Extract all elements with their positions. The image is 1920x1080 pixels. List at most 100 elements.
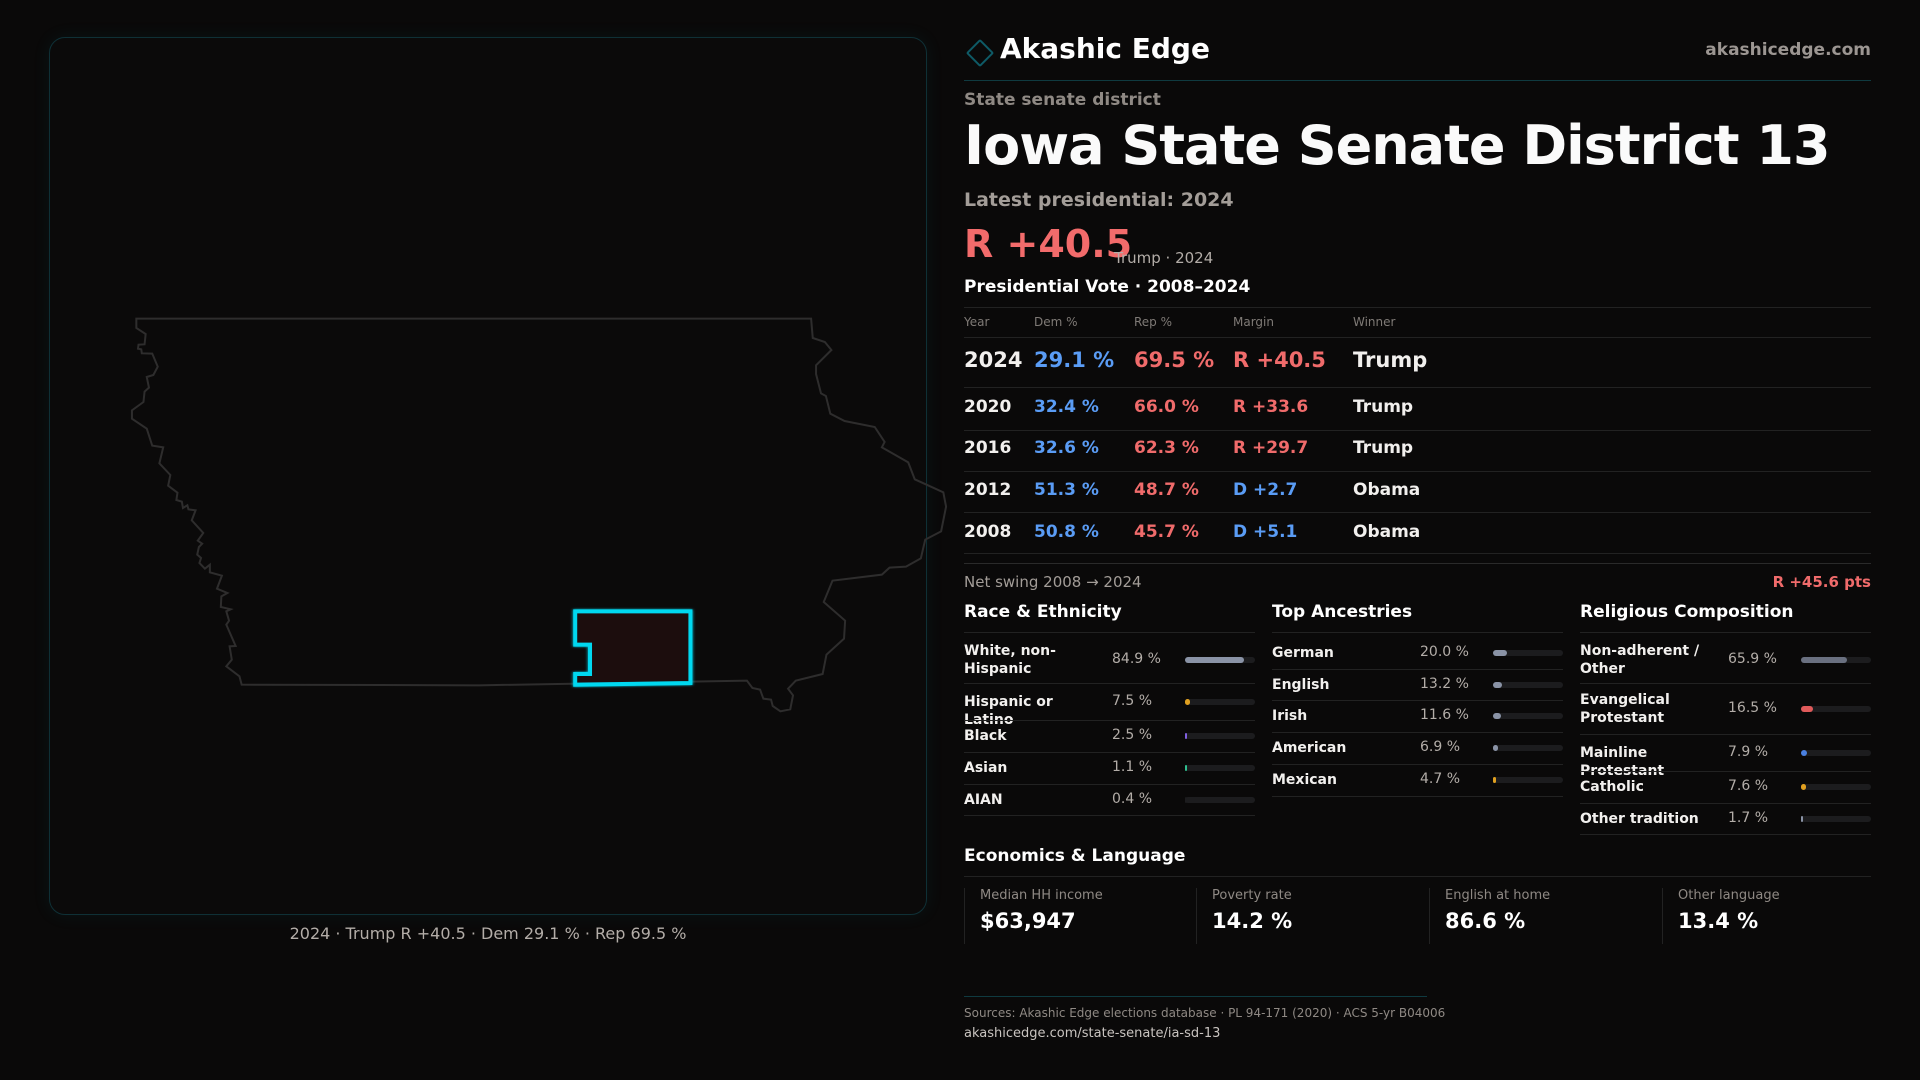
row-label: American [1272, 740, 1347, 756]
row-label: Asian [964, 760, 1008, 776]
divider [964, 387, 1871, 388]
header-dem: Dem % [1034, 315, 1078, 329]
stat-value: 86.6 % [1445, 909, 1526, 933]
row-label: AIAN [964, 791, 1003, 808]
stat-label: English at home [1445, 888, 1551, 903]
cell-margin: D +5.1 [1233, 522, 1298, 542]
cell-year: 2024 [964, 348, 1023, 372]
divider [964, 471, 1871, 472]
header-divider [964, 80, 1871, 81]
divider [964, 430, 1871, 431]
divider [1272, 632, 1563, 633]
net-swing-label: Net swing 2008 → 2024 [964, 573, 1142, 591]
row-label: English [1272, 676, 1330, 693]
map-caption: 2024 · Trump R +40.5 · Dem 29.1 % · Rep … [289, 924, 687, 943]
bar-track [1801, 784, 1871, 790]
bar-track [1185, 698, 1255, 705]
bar-fill [1185, 657, 1245, 663]
divider [1580, 771, 1871, 772]
bar-track [1493, 650, 1563, 656]
bar-track [1801, 705, 1871, 712]
row-label: Black [964, 728, 1007, 744]
cell-dem: 32.4 % [1034, 397, 1099, 417]
site-link[interactable]: akashicedge.com [1705, 40, 1871, 60]
divider [964, 720, 1255, 721]
header-year: Year [964, 315, 990, 329]
row-label: Mainline Protestant [1580, 744, 1665, 779]
row-label: German [1272, 645, 1334, 661]
header-winner: Winner [1353, 315, 1396, 329]
row-label: Hispanic or Latino [964, 693, 1053, 728]
divider [964, 784, 1255, 785]
latest-margin: R +40.5 [964, 222, 1133, 266]
cell-rep: 62.3 % [1134, 438, 1199, 458]
row-value: 16.5 % [1728, 699, 1777, 716]
bar-track [1801, 815, 1871, 822]
cell-rep: 45.7 % [1134, 522, 1199, 542]
bar-track [1493, 681, 1563, 688]
cell-year: 2016 [964, 438, 1012, 458]
cell-margin: R +40.5 [1233, 348, 1326, 372]
row-value: 0.4 % [1112, 790, 1153, 807]
cell-rep: 48.7 % [1134, 480, 1199, 500]
divider [1272, 700, 1563, 701]
bar-fill [1801, 705, 1813, 712]
row-value: 4.7 % [1420, 771, 1461, 787]
iowa-map [1, 1, 879, 879]
bar-track [1185, 796, 1255, 803]
divider [1580, 734, 1871, 735]
stat-value: 14.2 % [1212, 909, 1293, 933]
row-label: Mexican [1272, 772, 1337, 788]
divider [1580, 632, 1871, 633]
divider [964, 752, 1255, 753]
cell-dem: 32.6 % [1034, 438, 1099, 458]
bar-fill [1493, 745, 1498, 751]
map-panel [49, 37, 927, 915]
header-margin: Margin [1233, 315, 1274, 329]
sources: Sources: Akashic Edge elections database… [964, 1006, 1446, 1020]
page-url[interactable]: akashicedge.com/state-senate/ia-sd-13 [964, 1026, 1221, 1041]
district-13-highlight[interactable] [575, 611, 690, 684]
row-value: 7.5 % [1112, 692, 1153, 709]
stat-value: 13.4 % [1678, 909, 1759, 933]
brand-name[interactable]: Akashic Edge [1000, 32, 1210, 65]
stat-median-hh-income: Median HH income $63,947 [964, 888, 1197, 944]
cell-dem: 50.8 % [1034, 522, 1099, 542]
stat-label: Other language [1678, 888, 1780, 903]
stat-label: Poverty rate [1212, 888, 1292, 903]
cell-winner: Trump [1353, 438, 1414, 458]
divider [964, 512, 1871, 513]
bar-track [1493, 745, 1563, 751]
divider [1580, 834, 1871, 835]
row-value: 84.9 % [1112, 651, 1161, 667]
bar-fill [1493, 650, 1507, 656]
divider [964, 815, 1255, 816]
divider [964, 683, 1255, 684]
bar-fill [1493, 777, 1497, 783]
bar-track [1493, 777, 1563, 783]
bar-fill [1493, 681, 1503, 688]
bar-track [1801, 749, 1871, 756]
cell-year: 2020 [964, 397, 1012, 417]
bar-track [1185, 765, 1255, 771]
cell-dem: 29.1 % [1034, 348, 1115, 372]
bar-fill [1185, 765, 1187, 771]
cell-rep: 69.5 % [1134, 348, 1215, 372]
bar-fill [1801, 815, 1803, 822]
cell-year: 2008 [964, 522, 1012, 542]
latest-presidential: Latest presidential: 2024 [964, 189, 1234, 211]
section-title: Religious Composition [1580, 602, 1794, 622]
stat-poverty-rate: Poverty rate 14.2 % [1196, 888, 1429, 944]
diamond-logo-icon [965, 38, 995, 68]
cell-winner: Trump [1353, 348, 1428, 372]
row-value: 2.5 % [1112, 727, 1153, 743]
bar-track [1493, 713, 1563, 719]
cell-rep: 66.0 % [1134, 397, 1199, 417]
cell-year: 2012 [964, 480, 1012, 500]
divider [964, 632, 1255, 633]
bar-fill [1801, 749, 1807, 756]
section-title: Race & Ethnicity [964, 602, 1122, 622]
district-type: State senate district [964, 90, 1161, 110]
row-value: 11.6 % [1420, 707, 1469, 723]
state-outline [132, 319, 946, 712]
